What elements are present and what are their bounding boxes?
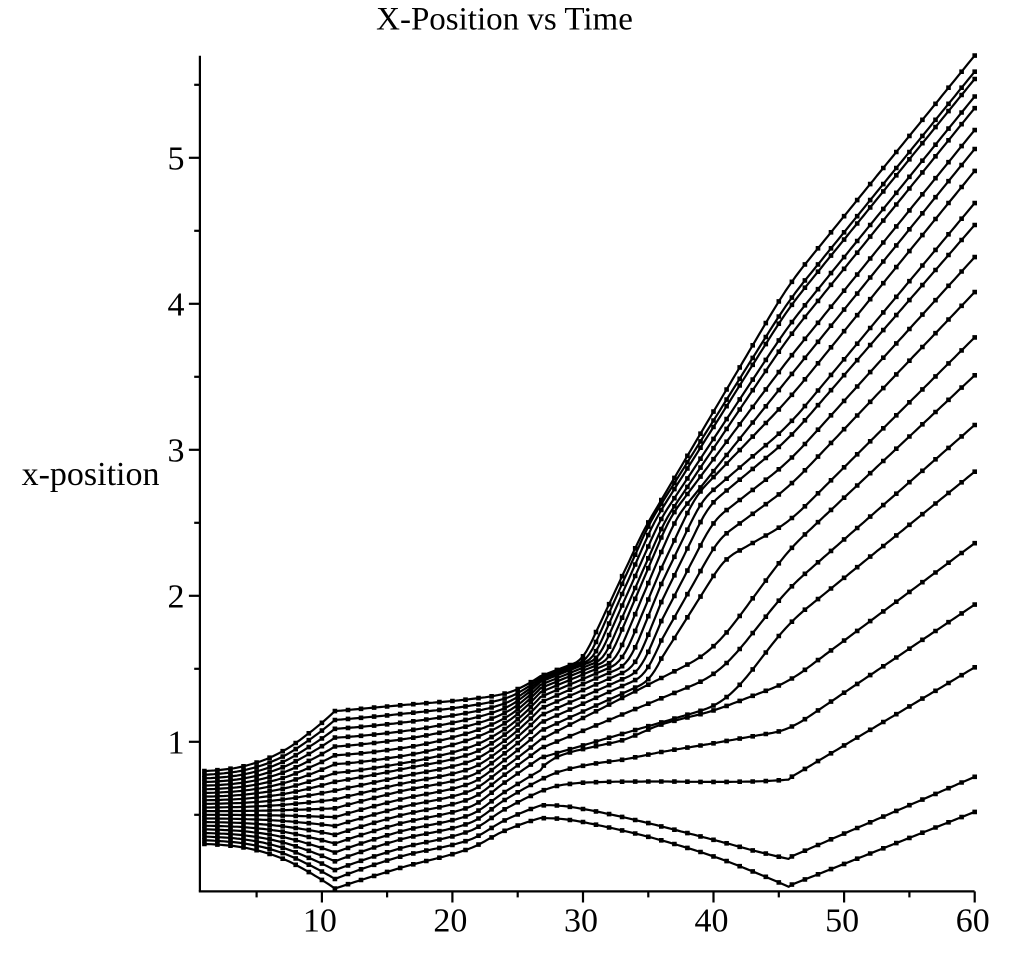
svg-text:2: 2 [168,578,185,615]
svg-text:1: 1 [168,724,185,761]
svg-text:20: 20 [433,903,467,940]
svg-text:10: 10 [303,903,337,940]
svg-text:60: 60 [956,903,990,940]
svg-text:3: 3 [168,432,185,469]
svg-text:30: 30 [564,903,598,940]
svg-text:40: 40 [695,903,729,940]
svg-text:50: 50 [825,903,859,940]
svg-text:5: 5 [168,140,185,177]
svg-text:X-Position vs Time: X-Position vs Time [376,2,633,38]
svg-text:x-position: x-position [22,456,160,493]
svg-text:4: 4 [168,286,185,323]
